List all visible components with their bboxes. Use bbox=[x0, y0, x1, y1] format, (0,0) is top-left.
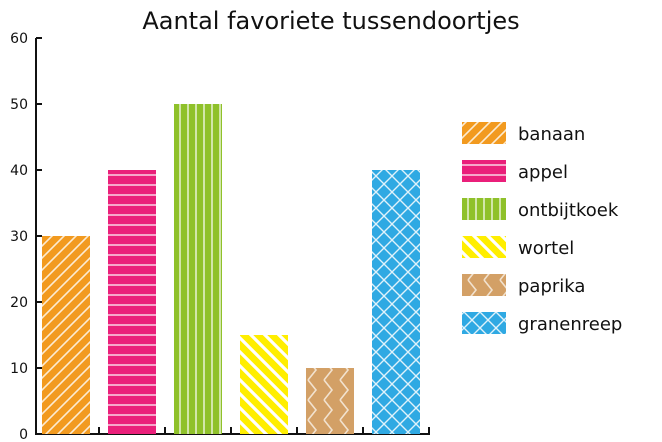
bar-paprika bbox=[306, 368, 354, 434]
legend-swatch bbox=[462, 160, 506, 182]
y-tick-label: 10 bbox=[10, 361, 28, 377]
legend: banaan appel ontbijtkoek wortel paprika grane… bbox=[462, 122, 622, 335]
legend-label: banaan bbox=[518, 124, 585, 145]
x-axis bbox=[35, 427, 430, 435]
legend-item-paprika: paprika bbox=[462, 274, 585, 297]
legend-item-banaan: banaan bbox=[462, 122, 585, 145]
legend-swatch bbox=[462, 274, 506, 296]
legend-item-ontbijtkoek: ontbijtkoek bbox=[462, 198, 619, 221]
legend-label: granenreep bbox=[518, 314, 622, 335]
legend-label: paprika bbox=[518, 276, 585, 297]
legend-label: appel bbox=[518, 162, 568, 183]
legend-item-wortel: wortel bbox=[462, 236, 574, 259]
bar-granenreep bbox=[372, 170, 420, 434]
bars bbox=[42, 104, 420, 434]
legend-item-appel: appel bbox=[462, 160, 568, 183]
legend-label: ontbijtkoek bbox=[518, 200, 619, 221]
legend-item-granenreep: granenreep bbox=[462, 312, 622, 335]
y-tick-label: 20 bbox=[10, 295, 28, 311]
bar-appel bbox=[108, 170, 156, 434]
y-tick-label: 60 bbox=[10, 31, 28, 47]
legend-swatch bbox=[462, 312, 506, 334]
legend-label: wortel bbox=[518, 238, 574, 259]
chart-title: Aantal favoriete tussendoortjes bbox=[142, 7, 519, 35]
y-tick-label: 40 bbox=[10, 163, 28, 179]
y-tick-label: 50 bbox=[10, 97, 28, 113]
legend-swatch bbox=[462, 198, 506, 220]
y-axis: 0 10 20 30 40 50 60 bbox=[10, 31, 42, 442]
y-tick-label: 0 bbox=[19, 427, 28, 442]
legend-swatch bbox=[462, 236, 506, 258]
bar-banaan bbox=[42, 236, 90, 434]
bar-wortel bbox=[240, 335, 288, 434]
bar-ontbijtkoek bbox=[174, 104, 222, 434]
y-tick-label: 30 bbox=[10, 229, 28, 245]
legend-swatch bbox=[462, 122, 506, 144]
